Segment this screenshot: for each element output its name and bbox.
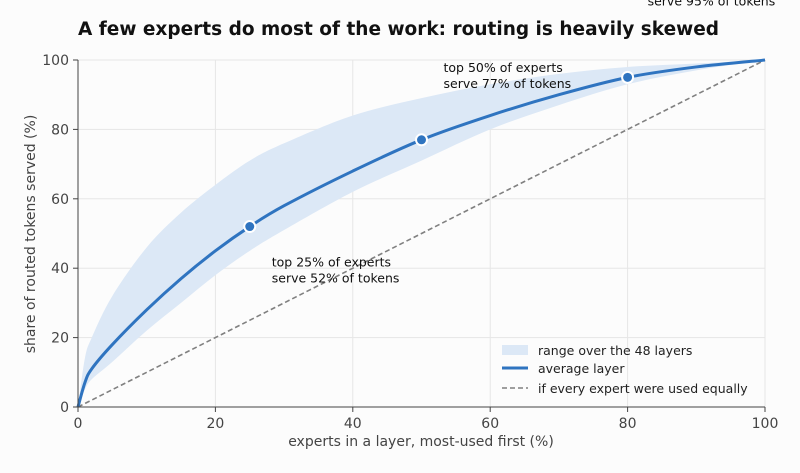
annotation-line-2: serve 95% of tokens	[648, 0, 776, 8]
legend-band-label: range over the 48 layers	[538, 343, 692, 358]
legend-equal-label: if every expert were used equally	[538, 381, 748, 396]
x-tick-label: 0	[74, 416, 83, 432]
legend-band-swatch	[502, 345, 528, 355]
x-tick-label: 20	[206, 416, 224, 432]
axes	[77, 60, 765, 408]
y-tick-label: 0	[60, 400, 69, 416]
annotation-line-2: serve 52% of tokens	[272, 271, 400, 286]
x-tick-label: 40	[344, 416, 362, 432]
annotation-line-1: top 25% of experts	[272, 255, 391, 270]
chart-title: A few experts do most of the work: routi…	[78, 19, 719, 40]
x-tick-label: 60	[481, 416, 499, 432]
y-tick-label: 20	[51, 331, 69, 347]
annotation-line-1: top 50% of experts	[444, 60, 563, 75]
y-axis-label: share of routed tokens served (%)	[23, 115, 39, 354]
x-tick-label: 80	[619, 416, 637, 432]
x-axis-label: experts in a layer, most-used first (%)	[288, 434, 554, 450]
x-tick-label: 100	[752, 416, 779, 432]
y-tick-label: 100	[42, 53, 69, 69]
highlight-point	[415, 133, 428, 147]
y-tick-label: 40	[51, 261, 69, 277]
x-tick-labels: 0 20 40 60 80 100	[74, 407, 779, 432]
highlight-point	[243, 220, 257, 234]
legend-average-label: average layer	[538, 361, 625, 376]
y-tick-labels: 0 20 40 60 80 100	[42, 53, 78, 416]
annotation-line-2: serve 77% of tokens	[444, 76, 572, 91]
range-band	[78, 60, 765, 407]
y-tick-label: 80	[51, 122, 69, 138]
y-tick-label: 60	[51, 192, 69, 208]
highlight-point	[621, 70, 635, 84]
legend: range over the 48 layers average layer i…	[502, 343, 748, 396]
average-layer-line	[76, 58, 766, 408]
equal-usage-line	[77, 59, 766, 408]
highlight-points	[243, 70, 635, 234]
